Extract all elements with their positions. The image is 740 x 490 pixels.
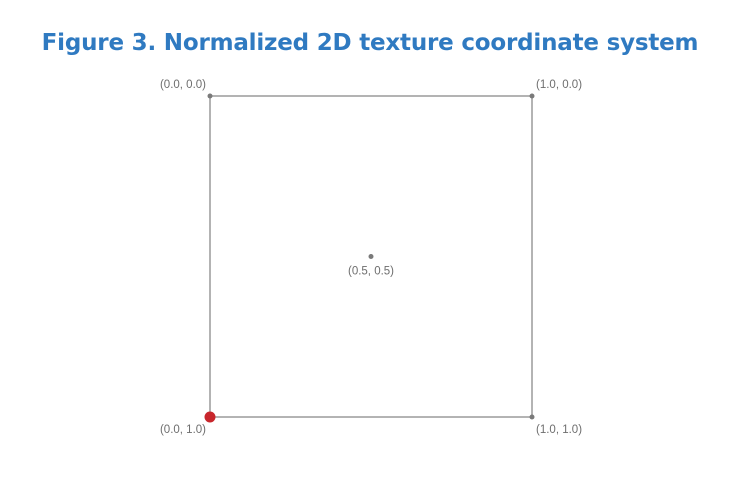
points-layer: (0.0, 0.0) (1.0, 0.0) (0.5, 0.5) (0.0, 1.0)… bbox=[160, 79, 582, 436]
point-bottom-right bbox=[529, 414, 535, 420]
point-top-left bbox=[207, 93, 213, 99]
coord-label-top-left: (0.0, 0.0) bbox=[160, 79, 206, 91]
coord-label-bottom-left: (0.0, 1.0) bbox=[160, 424, 206, 436]
figure-title: Figure 3. Normalized 2D texture coordina… bbox=[41, 30, 699, 56]
coord-label-top-right: (1.0, 0.0) bbox=[536, 79, 582, 91]
unit-square-frame bbox=[209, 95, 533, 418]
point-bottom-left-highlighted bbox=[204, 411, 216, 423]
coord-label-bottom-right: (1.0, 1.0) bbox=[536, 424, 582, 436]
point-center bbox=[368, 254, 374, 259]
coord-label-center: (0.5, 0.5) bbox=[348, 266, 394, 278]
point-top-right bbox=[529, 93, 535, 99]
